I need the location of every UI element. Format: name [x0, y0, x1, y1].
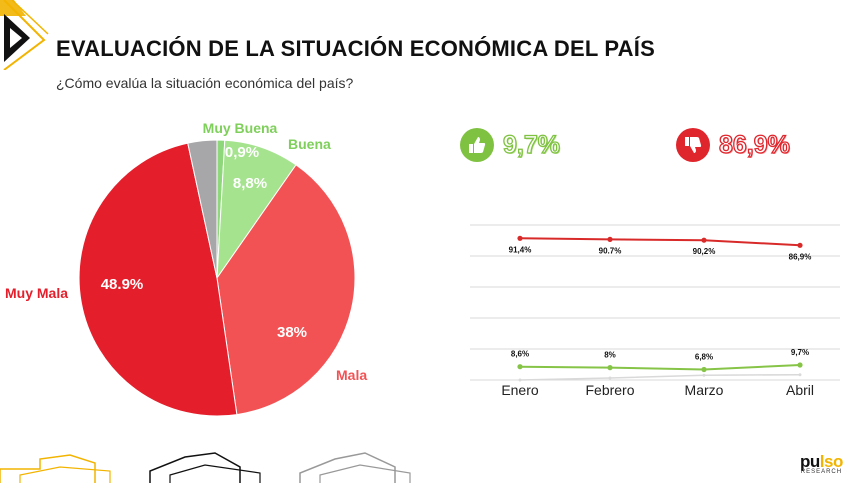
data-label: 86,9% [789, 252, 812, 261]
data-point [702, 373, 706, 377]
series-line [519, 364, 801, 371]
x-tick-label: Febrero [585, 382, 634, 398]
data-point [797, 242, 803, 248]
data-point [608, 376, 612, 380]
pie-value-label: 38% [277, 324, 307, 341]
data-point [798, 373, 802, 377]
pie-category-label: Muy Buena [203, 120, 278, 136]
data-point [518, 378, 522, 382]
negative-kpi: 86,9% [676, 128, 791, 162]
data-label: 90,2% [693, 247, 716, 256]
data-point [517, 235, 523, 241]
series-line [519, 373, 801, 381]
brand-corner-logo [0, 0, 49, 70]
data-point [701, 366, 707, 373]
pie-value-label: 8,8% [233, 175, 267, 192]
line-chart: 91,4% 90.7% 90,2% 86,9% 8,6% 8% 6,8% 9,7% Enero F… [470, 224, 840, 398]
brand-logo: pulso RESEARCH [800, 452, 843, 475]
data-point [797, 362, 803, 368]
page-subtitle: ¿Cómo evalúa la situación económica del … [56, 75, 354, 91]
pie-category-label: Muy Mala [5, 285, 68, 301]
pie-chart: 0,9% 8,8% 38% 48.9% Muy Buena Buena Mala Muy Ma… [5, 120, 367, 417]
pie-category-label: Mala [336, 367, 367, 383]
footer-building-decoration [0, 452, 411, 483]
data-label: 90.7% [599, 246, 622, 255]
data-point [701, 237, 707, 243]
pie-slice [216, 164, 356, 416]
data-label: 8,6% [511, 350, 529, 359]
brand-tagline: RESEARCH [800, 469, 843, 475]
data-label: 91,4% [509, 245, 532, 254]
negative-kpi-value: 86,9% [718, 130, 790, 159]
x-tick-label: Abril [786, 382, 814, 398]
pie-value-label: 48.9% [101, 276, 144, 293]
data-point [607, 236, 613, 242]
data-point [607, 365, 613, 371]
thumbs-down-icon [676, 128, 710, 162]
pie-category-label: Buena [288, 136, 331, 152]
data-label: 6,8% [695, 353, 713, 362]
positive-kpi: 9,7% [460, 128, 561, 162]
page-title: EVALUACIÓN DE LA SITUACIÓN ECONÓMICA DEL… [56, 36, 655, 61]
x-tick-label: Marzo [685, 382, 724, 398]
pie-slice [78, 142, 238, 417]
series-line [519, 237, 801, 247]
brand-name-pre: pu [800, 452, 820, 471]
pie-value-label: 0,9% [225, 144, 259, 161]
data-label: 8% [604, 351, 616, 360]
brand-name-post: lso [819, 452, 844, 471]
data-point [517, 364, 523, 370]
pie-slice [187, 139, 218, 279]
x-tick-label: Enero [501, 382, 539, 398]
thumbs-up-icon [460, 128, 494, 162]
data-label: 9,7% [791, 348, 809, 357]
positive-kpi-value: 9,7% [502, 130, 560, 159]
